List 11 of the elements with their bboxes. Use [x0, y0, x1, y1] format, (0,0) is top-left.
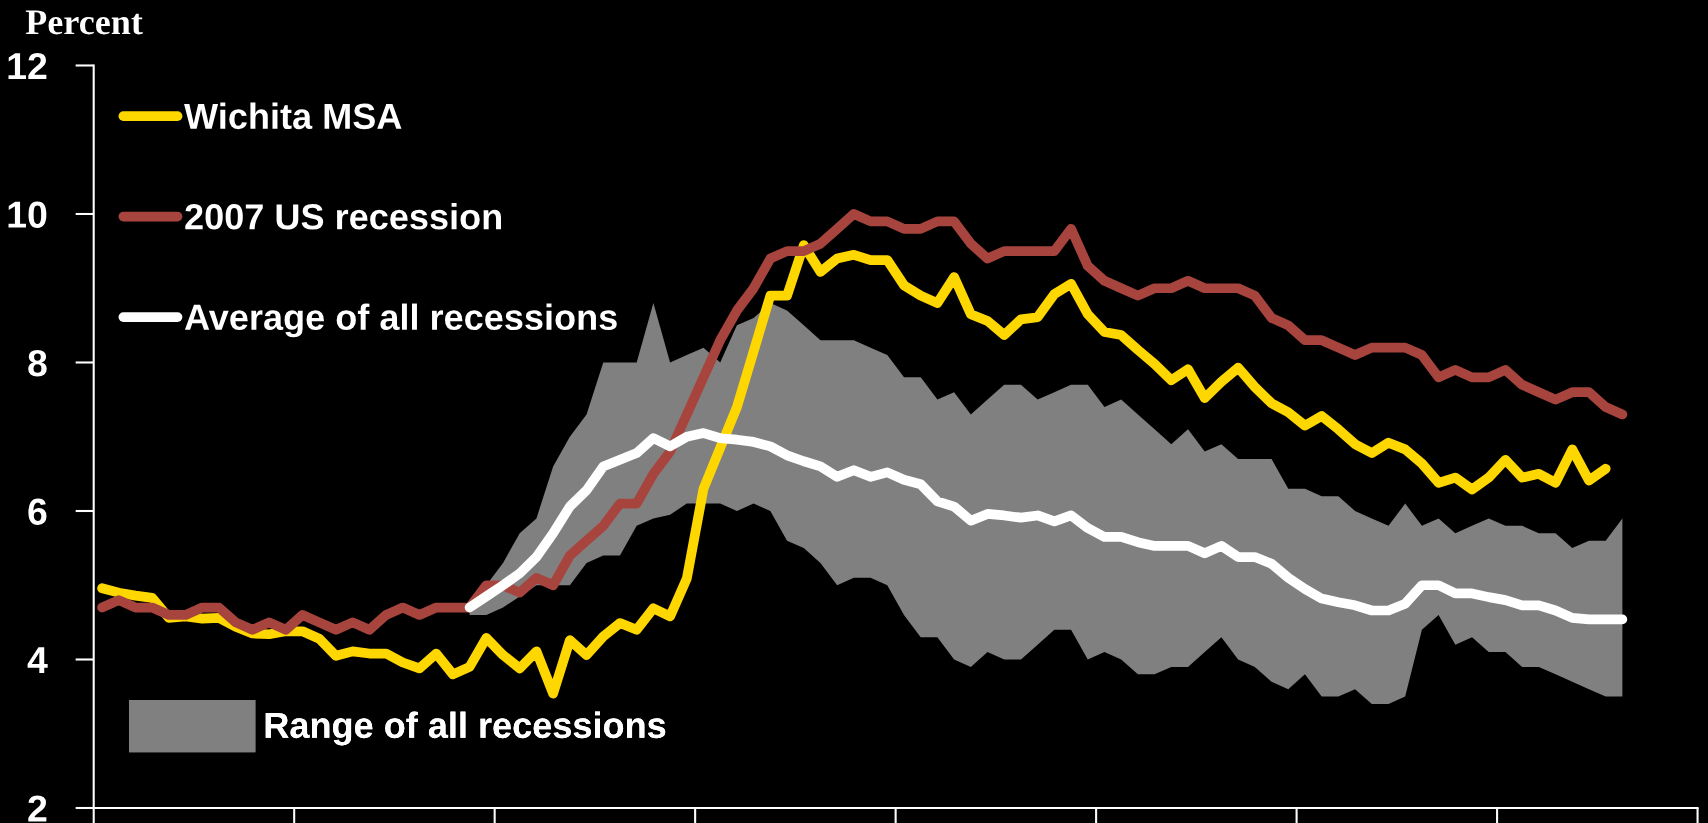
y-tick-label: 10: [8, 201, 47, 228]
y-tick-label: 6: [28, 498, 47, 525]
legend-label: 2007 US recession: [185, 203, 501, 230]
y-axis-title: Percent: [25, 10, 143, 35]
y-tick-label: 2: [28, 795, 47, 822]
y-tick-label: 4: [27, 647, 48, 674]
legend-label: Range of all recessions: [265, 711, 666, 746]
y-tick-label: 8: [28, 349, 47, 377]
legend-label: Wichita MSA: [184, 102, 402, 130]
legend-label: Average of all recessions: [184, 303, 617, 338]
y-tick-label: 12: [8, 52, 47, 80]
